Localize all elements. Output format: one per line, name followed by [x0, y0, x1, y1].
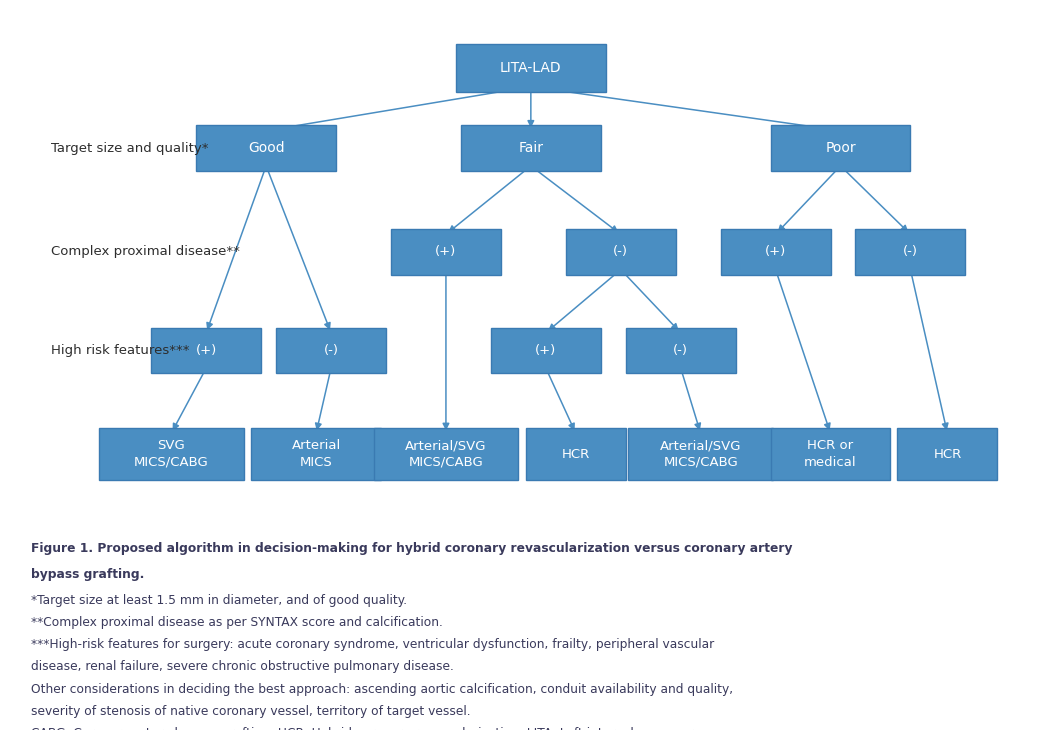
FancyBboxPatch shape [721, 229, 831, 274]
Text: HCR or
medical: HCR or medical [804, 439, 857, 469]
FancyBboxPatch shape [771, 429, 890, 480]
FancyArrowPatch shape [533, 87, 836, 132]
Text: Fair: Fair [519, 142, 543, 155]
FancyBboxPatch shape [391, 229, 501, 274]
Text: Arterial
MICS: Arterial MICS [292, 439, 341, 469]
Text: bypass grafting.: bypass grafting. [31, 569, 144, 582]
Text: Figure 1. Proposed algorithm in decision-making for hybrid coronary revasculariz: Figure 1. Proposed algorithm in decision… [31, 542, 793, 556]
FancyBboxPatch shape [629, 429, 773, 480]
Text: **Complex proximal disease as per SYNTAX score and calcification.: **Complex proximal disease as per SYNTAX… [31, 616, 444, 629]
Text: Good: Good [248, 142, 285, 155]
FancyBboxPatch shape [152, 328, 262, 373]
Text: HCR: HCR [562, 447, 590, 461]
Text: CABG: Coronary artery bypass grafting; HCR: Hybrid coronary revascularization; L: CABG: Coronary artery bypass grafting; H… [31, 727, 702, 730]
Text: Other considerations in deciding the best approach: ascending aortic calcificati: Other considerations in deciding the bes… [31, 683, 733, 696]
Text: Target size and quality*: Target size and quality* [51, 142, 209, 155]
FancyBboxPatch shape [98, 429, 244, 480]
FancyArrowPatch shape [778, 168, 839, 231]
Text: (+): (+) [196, 344, 217, 357]
FancyBboxPatch shape [197, 126, 336, 171]
FancyBboxPatch shape [566, 229, 676, 274]
FancyArrowPatch shape [444, 272, 449, 429]
FancyBboxPatch shape [856, 229, 965, 274]
FancyArrowPatch shape [528, 89, 533, 126]
Text: SVG
MICS/CABG: SVG MICS/CABG [134, 439, 208, 469]
Text: (-): (-) [613, 245, 629, 258]
FancyArrowPatch shape [174, 371, 205, 429]
FancyArrowPatch shape [682, 371, 701, 429]
FancyBboxPatch shape [526, 429, 626, 480]
Text: (-): (-) [674, 344, 688, 357]
FancyArrowPatch shape [267, 169, 329, 328]
FancyBboxPatch shape [251, 429, 381, 480]
FancyBboxPatch shape [491, 328, 600, 373]
FancyArrowPatch shape [549, 272, 618, 330]
FancyArrowPatch shape [207, 169, 266, 328]
Text: (-): (-) [903, 245, 918, 258]
Text: LITA-LAD: LITA-LAD [500, 61, 562, 75]
Text: ***High-risk features for surgery: acute coronary syndrome, ventricular dysfunct: ***High-risk features for surgery: acute… [31, 638, 714, 651]
Text: Poor: Poor [825, 142, 856, 155]
Text: HCR: HCR [933, 447, 961, 461]
FancyArrowPatch shape [622, 272, 678, 329]
Text: severity of stenosis of native coronary vessel, territory of target vessel.: severity of stenosis of native coronary … [31, 705, 471, 718]
FancyArrowPatch shape [776, 272, 829, 429]
FancyArrowPatch shape [533, 168, 617, 231]
FancyBboxPatch shape [276, 328, 386, 373]
Text: disease, renal failure, severe chronic obstructive pulmonary disease.: disease, renal failure, severe chronic o… [31, 661, 454, 673]
Text: (+): (+) [435, 245, 456, 258]
Text: Complex proximal disease**: Complex proximal disease** [51, 245, 241, 258]
FancyArrowPatch shape [911, 272, 948, 429]
Text: (+): (+) [765, 245, 787, 258]
FancyArrowPatch shape [316, 371, 331, 429]
FancyArrowPatch shape [842, 168, 907, 231]
FancyArrowPatch shape [450, 168, 528, 231]
FancyBboxPatch shape [456, 44, 606, 92]
FancyArrowPatch shape [271, 87, 528, 132]
Text: Arterial/SVG
MICS/CABG: Arterial/SVG MICS/CABG [405, 439, 486, 469]
FancyBboxPatch shape [626, 328, 735, 373]
Text: *Target size at least 1.5 mm in diameter, and of good quality.: *Target size at least 1.5 mm in diameter… [31, 593, 408, 607]
Text: (-): (-) [323, 344, 339, 357]
FancyBboxPatch shape [461, 126, 600, 171]
FancyBboxPatch shape [771, 126, 910, 171]
Text: High risk features***: High risk features*** [51, 344, 190, 357]
Text: (+): (+) [536, 344, 556, 357]
FancyBboxPatch shape [373, 429, 519, 480]
Text: Arterial/SVG
MICS/CABG: Arterial/SVG MICS/CABG [660, 439, 742, 469]
FancyArrowPatch shape [547, 371, 574, 429]
FancyBboxPatch shape [897, 429, 997, 480]
